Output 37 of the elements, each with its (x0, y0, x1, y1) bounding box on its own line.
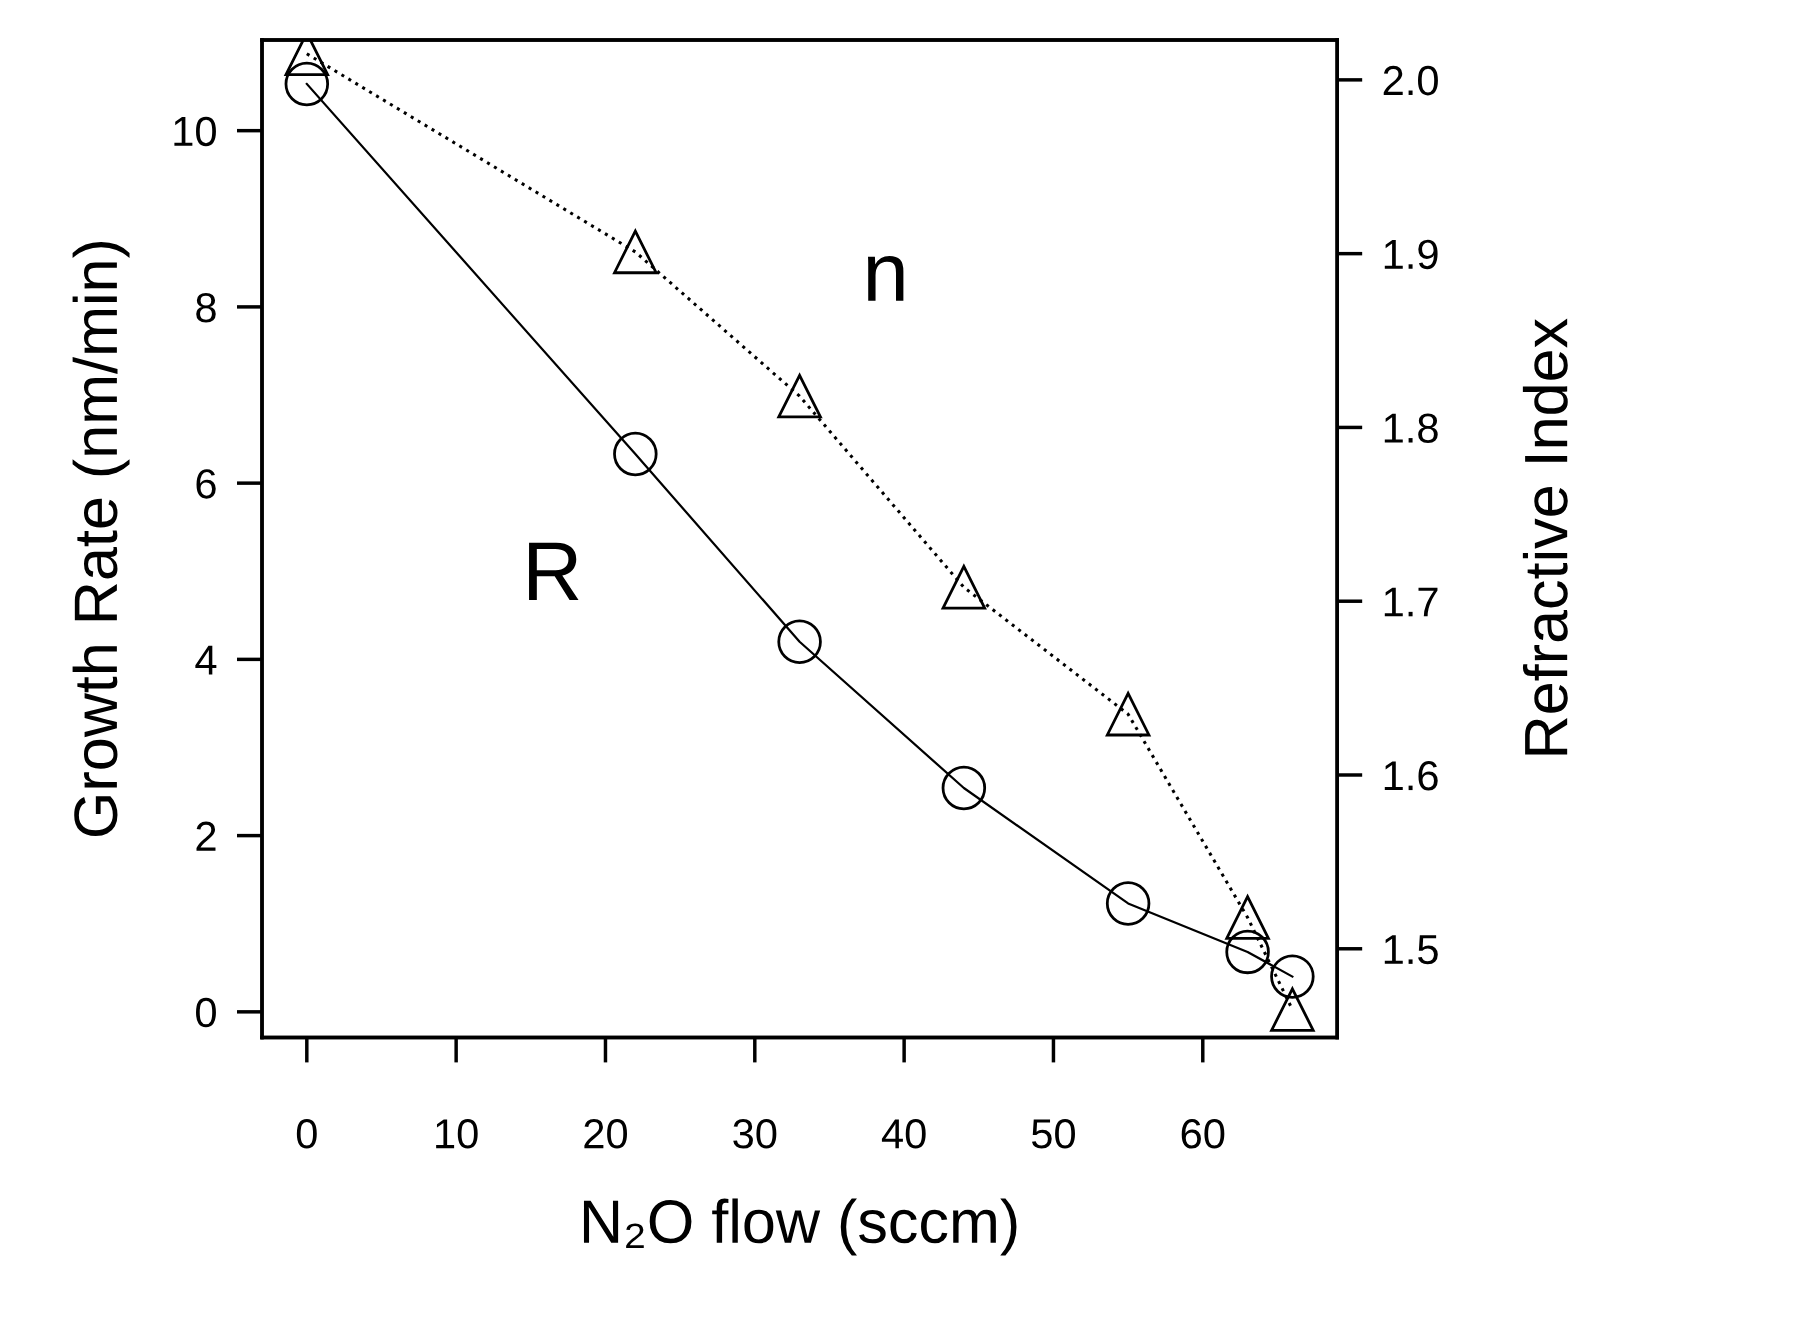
y2-tick-label: 1.8 (1384, 413, 1438, 443)
y2-tick-label: 1.5 (1384, 935, 1438, 965)
y-tick-label: 10 (174, 116, 216, 147)
x-axis-title: N₂O flow (sccm) (583, 1198, 1017, 1256)
y-axis-title: Growth Rate (nm/min) (72, 241, 130, 837)
point (941, 765, 987, 811)
point (777, 619, 822, 664)
point (1105, 881, 1151, 926)
y-tick-label: 0 (196, 997, 216, 1028)
y2-tick-label: 1.6 (1384, 760, 1438, 791)
x-tick-label: 50 (1031, 1119, 1075, 1149)
x-tick-label: 30 (733, 1119, 777, 1149)
point (613, 229, 658, 275)
x-tick-label: 0 (296, 1119, 317, 1149)
y-tick-label: 8 (196, 292, 216, 323)
point (284, 61, 330, 107)
y-tick-label: 2 (196, 821, 216, 851)
x-tick-label: 40 (881, 1119, 926, 1149)
y2-axis-title: Refractive Index (1522, 318, 1568, 755)
y2-tick-label: 2.0 (1383, 65, 1438, 96)
y-tick-label: 6 (196, 469, 216, 499)
y-tick-label: 4 (195, 645, 217, 675)
point (941, 565, 987, 610)
y2-tick-label: 1.9 (1384, 239, 1438, 270)
point (1270, 987, 1315, 1032)
x-tick-label: 10 (436, 1119, 478, 1149)
point (613, 431, 658, 477)
series-label: n (867, 256, 904, 301)
x-tick-label: 20 (584, 1119, 628, 1149)
point (1225, 895, 1270, 940)
series-label: R (529, 542, 579, 601)
point (1270, 954, 1315, 999)
point (1105, 691, 1151, 737)
x-tick-label: 60 (1181, 1119, 1225, 1149)
y2-tick-label: 1.7 (1384, 587, 1438, 617)
point (777, 373, 822, 419)
point (1225, 929, 1270, 975)
